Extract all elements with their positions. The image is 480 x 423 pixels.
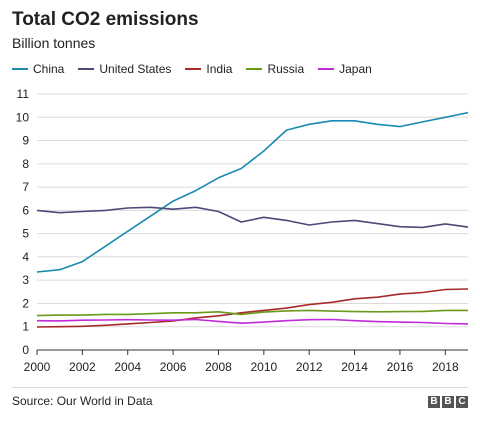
series-line-united-states (36, 206, 469, 229)
series-line-india (36, 288, 469, 328)
chart-subtitle: Billion tonnes (12, 35, 96, 51)
y-tick-label: 9 (22, 134, 29, 148)
legend-swatch (318, 68, 335, 70)
legend-item-china: China (12, 62, 64, 76)
legend-item-india: India (185, 62, 232, 76)
series-line-japan (36, 318, 469, 325)
chart-legend: China United States India Russia Japan (12, 62, 386, 76)
series-lines (36, 111, 469, 328)
x-tick-label: 2018 (432, 360, 459, 374)
series-line-russia (36, 309, 468, 317)
legend-swatch (246, 68, 263, 70)
x-tick-label: 2004 (114, 360, 141, 374)
y-tick-label: 10 (16, 110, 30, 124)
y-tick-label: 2 (22, 296, 29, 310)
x-tick-label: 2010 (250, 360, 277, 374)
legend-item-russia: Russia (246, 62, 304, 76)
y-tick-label: 5 (22, 227, 29, 241)
y-tick-label: 8 (22, 157, 29, 171)
y-tick-label: 1 (22, 320, 29, 334)
legend-swatch (185, 68, 202, 70)
y-tick-label: 3 (22, 273, 29, 287)
x-tick-label: 2006 (160, 360, 187, 374)
grid-lines (37, 93, 468, 351)
chart-title: Total CO2 emissions (12, 9, 199, 30)
legend-label: India (206, 62, 233, 76)
x-tick-label: 2012 (296, 360, 323, 374)
y-tick-label: 11 (17, 87, 30, 101)
x-tick-label: 2008 (205, 360, 232, 374)
x-tick-label: 2014 (341, 360, 368, 374)
axis-labels: 0 1 2 3 4 5 6 7 8 9 10 11 2000 2002 2004 2006 2008 2010 20… (16, 87, 459, 374)
legend-swatch (78, 68, 95, 70)
logo-letter-b2: B (442, 396, 454, 408)
bbc-logo: B B C (426, 396, 468, 408)
footer-divider (12, 387, 468, 388)
legend-label: China (33, 62, 65, 76)
legend-swatch (12, 68, 28, 70)
legend-item-united-states: United States (78, 62, 171, 76)
x-tick-label: 2000 (24, 360, 51, 374)
series-line-china (36, 111, 469, 273)
y-tick-label: 7 (22, 180, 29, 194)
legend-label: Russia (267, 62, 305, 76)
y-tick-label: 4 (22, 250, 29, 264)
logo-letter-b1: B (428, 396, 440, 408)
legend-label: United States (99, 62, 172, 76)
y-tick-label: 0 (22, 343, 29, 357)
x-tick-label: 2016 (387, 360, 414, 374)
x-tick-label: 2002 (69, 360, 96, 374)
legend-item-japan: Japan (318, 62, 372, 76)
y-tick-label: 6 (22, 203, 29, 217)
source-note: Source: Our World in Data (12, 394, 153, 408)
logo-letter-c: C (456, 396, 468, 408)
legend-label: Japan (339, 62, 372, 76)
